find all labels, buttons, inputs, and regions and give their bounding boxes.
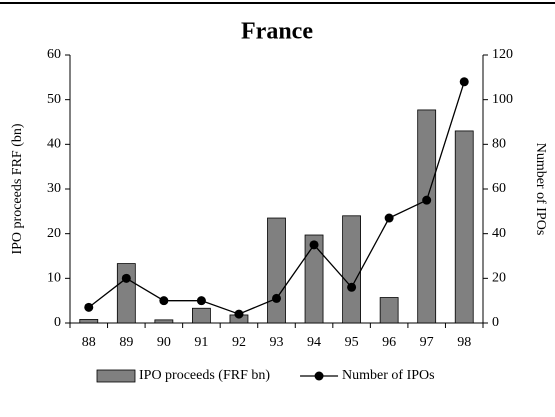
y2-tick-label: 60 — [492, 181, 506, 196]
chart-title: France — [241, 19, 313, 45]
bar — [417, 109, 437, 324]
bar — [192, 307, 211, 324]
line-point — [121, 273, 131, 283]
x-tick-label: 88 — [82, 335, 96, 350]
line-point — [347, 282, 357, 292]
y-tick-label: 50 — [47, 92, 61, 107]
y-tick-label: 0 — [54, 315, 61, 330]
x-tick-label: 98 — [457, 335, 471, 350]
y-tick-label: 10 — [47, 271, 61, 286]
y-axis-label: IPO proceeds FRF (bn) — [10, 123, 25, 254]
y-tick-label: 20 — [47, 226, 61, 241]
legend-label: Number of IPOs — [342, 368, 435, 383]
y2-tick-label: 100 — [492, 92, 513, 107]
bar — [454, 130, 474, 324]
x-tick-label: 97 — [420, 335, 434, 350]
line-point — [422, 195, 432, 205]
line-point — [234, 309, 244, 319]
x-tick-label: 96 — [382, 335, 396, 350]
x-tick-label: 92 — [232, 335, 246, 350]
line-point — [196, 296, 206, 306]
y2-axis-label: Number of IPOs — [533, 143, 548, 236]
line-point — [84, 302, 94, 312]
bar — [116, 263, 136, 324]
bar — [379, 297, 399, 324]
x-tick-label: 93 — [270, 335, 284, 350]
legend-label: IPO proceeds (FRF bn) — [139, 368, 270, 383]
y-tick-label: 60 — [47, 47, 61, 62]
legend-swatch — [314, 371, 324, 381]
y2-tick-label: 20 — [492, 271, 506, 286]
line-point — [459, 77, 469, 87]
x-tick-label: 95 — [345, 335, 359, 350]
line-point — [384, 213, 394, 223]
x-tick-label: 89 — [119, 335, 133, 350]
y2-tick-label: 80 — [492, 137, 506, 152]
y2-tick-label: 0 — [492, 315, 499, 330]
x-tick-label: 91 — [194, 335, 208, 350]
y-tick-label: 40 — [47, 137, 61, 152]
y2-tick-label: 120 — [492, 47, 513, 62]
line-point — [309, 240, 319, 250]
bar — [79, 319, 99, 324]
bar — [267, 217, 286, 324]
line-point — [272, 293, 281, 303]
y-tick-label: 30 — [47, 181, 61, 196]
bar — [342, 215, 361, 324]
x-tick-label: 94 — [307, 335, 321, 350]
x-tick-label: 90 — [157, 335, 171, 350]
bar — [154, 319, 174, 324]
bar — [304, 234, 324, 324]
y2-tick-label: 40 — [492, 226, 506, 241]
line-point — [159, 296, 169, 306]
legend-swatch — [96, 369, 136, 383]
